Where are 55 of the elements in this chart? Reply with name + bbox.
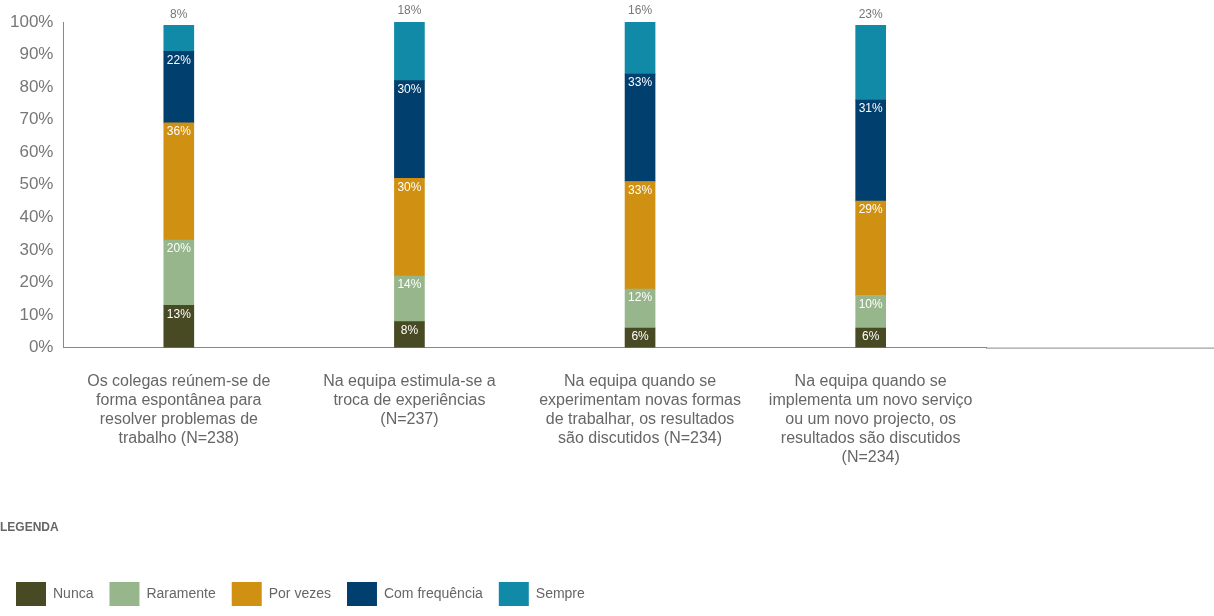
legend-label: Nunca: [53, 584, 94, 601]
data-label: 20%: [166, 241, 192, 256]
bar: [624, 181, 656, 290]
bar: [855, 99, 887, 202]
bar: [163, 239, 195, 306]
data-label: 33%: [628, 182, 653, 197]
x-tick-label: Na equipa quando se implementa um novo serviço ou um novo projecto, os resultados são discutidos (N=234): [768, 371, 973, 466]
data-label: 8%: [170, 6, 188, 21]
bar: [163, 24, 195, 52]
y-tick-label: 70%: [19, 109, 54, 129]
data-label: 16%: [628, 3, 653, 18]
bar: [394, 177, 425, 277]
y-tick-label: 30%: [19, 239, 54, 259]
data-label: 18%: [397, 3, 422, 18]
y-tick-label: 90%: [19, 44, 54, 64]
data-label: 14%: [397, 277, 422, 292]
bar: [394, 22, 425, 81]
y-tick-label: 60%: [19, 141, 54, 161]
bar: [163, 50, 195, 124]
data-label: 36%: [166, 124, 192, 139]
data-label: 30%: [397, 179, 422, 194]
bar: [624, 73, 656, 182]
data-label: 23%: [858, 6, 884, 21]
data-label: 22%: [166, 52, 192, 67]
y-tick-label: 20%: [19, 272, 54, 292]
legend-label: Raramente: [146, 584, 216, 601]
y-tick-label: 0%: [28, 337, 54, 357]
data-label: 6%: [862, 329, 880, 344]
x-tick-label: Na equipa estimula-se a troca de experiências (N=237): [323, 371, 496, 428]
y-tick-label: 40%: [19, 207, 54, 227]
y-tick-label: 50%: [19, 174, 54, 194]
bar: [624, 22, 656, 75]
data-label: 10%: [858, 296, 884, 311]
bar: [163, 122, 195, 241]
bar: [855, 24, 887, 101]
legend-label: Sempre: [535, 584, 586, 601]
x-tick-label: Na equipa quando se experimentam novas formas de trabalhar, os resultados são discutidos (N=234): [539, 371, 741, 447]
bar: [855, 200, 887, 296]
data-label: 31%: [858, 101, 884, 116]
bar: [394, 80, 425, 179]
data-label: 30%: [397, 81, 422, 96]
data-label: 33%: [628, 75, 653, 90]
y-tick-label: 100%: [10, 11, 54, 31]
y-tick-label: 80%: [19, 76, 54, 96]
y-tick-label: 10%: [19, 304, 54, 324]
data-label: 12%: [628, 290, 653, 305]
data-label: 13%: [166, 306, 192, 321]
x-tick-label: Os colegas reúnem-se de forma espontânea para resolver problemas de trabalho (N=238): [87, 371, 271, 447]
legend-label: Por vezes: [268, 584, 331, 601]
legend-label: Com frequência: [383, 584, 484, 601]
data-label: 29%: [858, 202, 884, 217]
bar: [394, 275, 425, 322]
legend-title: LEGENDA: [0, 519, 59, 534]
data-label: 8%: [400, 322, 419, 337]
data-label: 6%: [631, 329, 650, 344]
